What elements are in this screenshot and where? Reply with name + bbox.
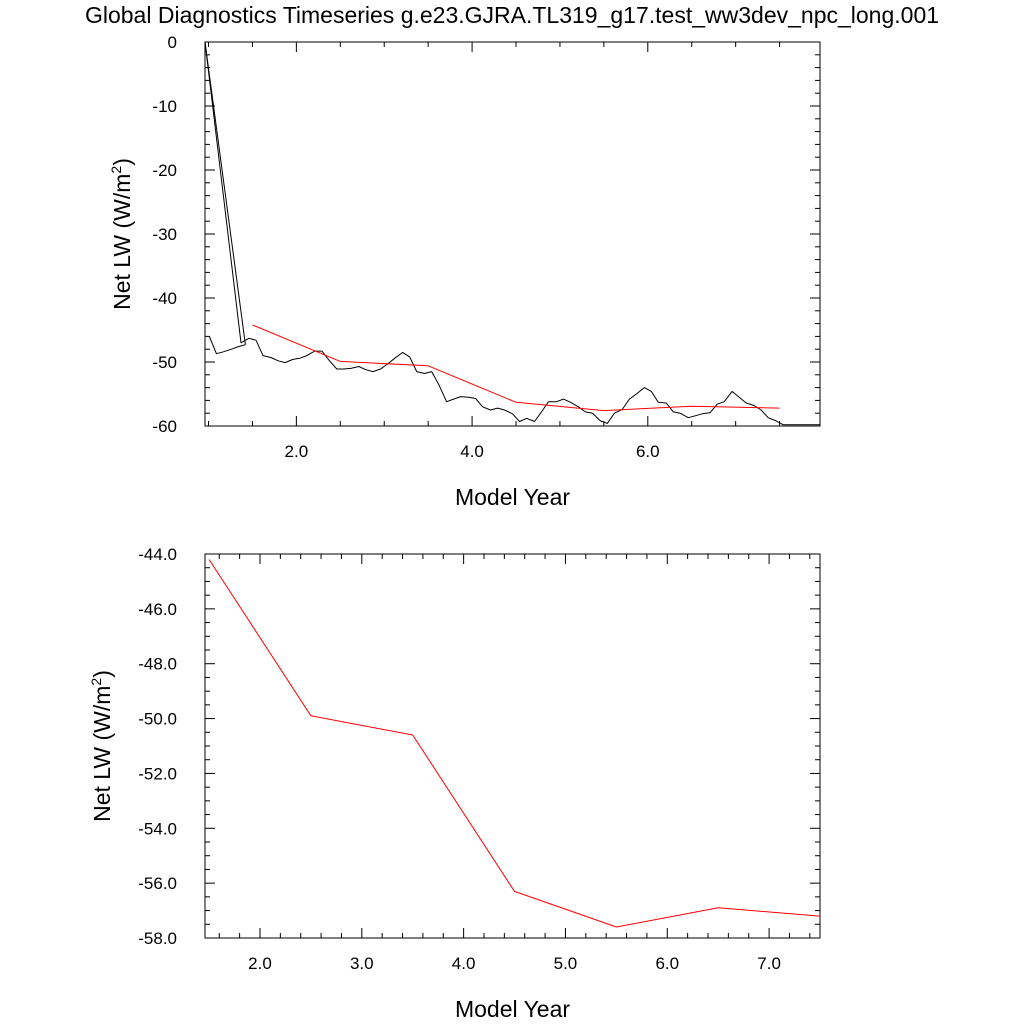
x-axis-title: Model Year: [455, 484, 570, 510]
figure-title: Global Diagnostics Timeseries g.e23.GJRA…: [84, 2, 940, 28]
x-tick-label: 6.0: [655, 954, 679, 973]
y-tick-label: 0: [168, 33, 177, 52]
series-line-1: [208, 559, 821, 928]
y-axis-title: Net LW (W/m2): [88, 670, 115, 822]
y-tick-label: -58.0: [138, 929, 177, 948]
y-tick-label: -60: [152, 417, 177, 436]
x-tick-label: 3.0: [350, 954, 374, 973]
y-tick-label: -46.0: [138, 600, 177, 619]
chart-panel-2: -44.0 -46.0 -48.0 -50.0 -52.0 -54.0 -56.0 -58.0…: [88, 545, 821, 1022]
y-tick-label: -48.0: [138, 655, 177, 674]
y-tick-label: -10: [152, 97, 177, 116]
x-tick-label: 4.0: [452, 954, 476, 973]
y-axis-title: Net LW (W/m2): [108, 158, 135, 310]
x-tick-label: 2.0: [285, 442, 309, 461]
plot-frame: [204, 553, 821, 939]
y-tick-label: -50: [152, 353, 177, 372]
chart-panel-1: 0 -10 -20 -30 -40 -50 -60 2.0 4.0 6.0 Model Year Ne…: [108, 33, 821, 510]
series-line-2: [208, 336, 246, 355]
y-tick-label: -20: [152, 161, 177, 180]
y-tick-label: -44.0: [138, 545, 177, 564]
x-tick-label: 6.0: [636, 442, 660, 461]
y-tick-label: -40: [152, 289, 177, 308]
y-tick-label: -54.0: [138, 819, 177, 838]
x-tick-label: 4.0: [460, 442, 484, 461]
x-axis-title: Model Year: [455, 996, 570, 1022]
series-line-3: [204, 41, 246, 345]
y-tick-label: -30: [152, 225, 177, 244]
x-tick-label: 2.0: [248, 954, 272, 973]
series-line-4: [252, 324, 780, 412]
series-line-1: [204, 41, 820, 426]
y-tick-label: -50.0: [138, 710, 177, 729]
y-tick-label: -56.0: [138, 874, 177, 893]
x-tick-label: 5.0: [554, 954, 578, 973]
plot-frame: [204, 41, 821, 427]
x-tick-label: 7.0: [757, 954, 781, 973]
y-tick-label: -52.0: [138, 764, 177, 783]
